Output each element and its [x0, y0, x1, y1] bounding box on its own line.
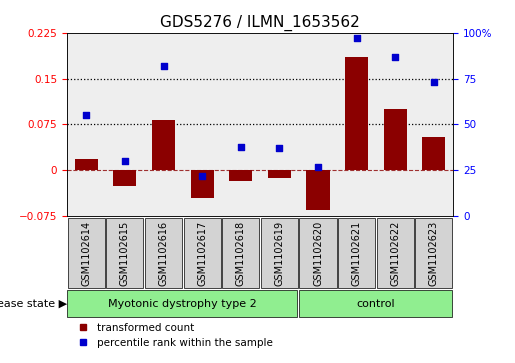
Point — [198, 173, 206, 179]
Point — [82, 113, 91, 118]
FancyBboxPatch shape — [106, 218, 143, 288]
Point — [121, 158, 129, 164]
Bar — [152, 120, 175, 170]
Text: GSM1102623: GSM1102623 — [429, 220, 439, 286]
Bar — [229, 170, 252, 182]
Text: GSM1102615: GSM1102615 — [120, 220, 130, 286]
Point — [430, 79, 438, 85]
FancyBboxPatch shape — [67, 218, 105, 288]
Text: control: control — [356, 298, 396, 309]
FancyBboxPatch shape — [183, 218, 220, 288]
FancyBboxPatch shape — [376, 218, 414, 288]
FancyBboxPatch shape — [299, 218, 337, 288]
Bar — [191, 170, 214, 198]
Title: GDS5276 / ILMN_1653562: GDS5276 / ILMN_1653562 — [160, 15, 360, 31]
FancyBboxPatch shape — [222, 218, 259, 288]
Text: GSM1102617: GSM1102617 — [197, 220, 207, 286]
Text: GSM1102621: GSM1102621 — [352, 220, 362, 286]
Text: GSM1102614: GSM1102614 — [81, 220, 91, 286]
Text: GSM1102619: GSM1102619 — [274, 220, 284, 286]
Bar — [306, 170, 330, 210]
Bar — [384, 109, 407, 170]
Bar — [75, 159, 98, 170]
Point — [159, 63, 167, 69]
FancyBboxPatch shape — [338, 218, 375, 288]
FancyBboxPatch shape — [299, 290, 452, 317]
Point — [391, 54, 400, 60]
Point — [236, 144, 245, 150]
Legend: transformed count, percentile rank within the sample: transformed count, percentile rank withi… — [72, 322, 273, 348]
Text: GSM1102618: GSM1102618 — [236, 220, 246, 286]
Point — [275, 146, 283, 151]
FancyBboxPatch shape — [145, 218, 182, 288]
Text: GSM1102622: GSM1102622 — [390, 220, 400, 286]
Bar — [422, 137, 445, 170]
FancyBboxPatch shape — [415, 218, 452, 288]
Text: GSM1102620: GSM1102620 — [313, 220, 323, 286]
Point — [314, 164, 322, 170]
FancyBboxPatch shape — [261, 218, 298, 288]
Text: Myotonic dystrophy type 2: Myotonic dystrophy type 2 — [109, 298, 257, 309]
Text: GSM1102616: GSM1102616 — [159, 220, 168, 286]
Bar — [345, 57, 368, 170]
Text: disease state ▶: disease state ▶ — [0, 298, 67, 309]
Bar — [113, 170, 136, 186]
Point — [352, 35, 360, 41]
FancyBboxPatch shape — [67, 290, 297, 317]
Bar — [268, 170, 291, 178]
